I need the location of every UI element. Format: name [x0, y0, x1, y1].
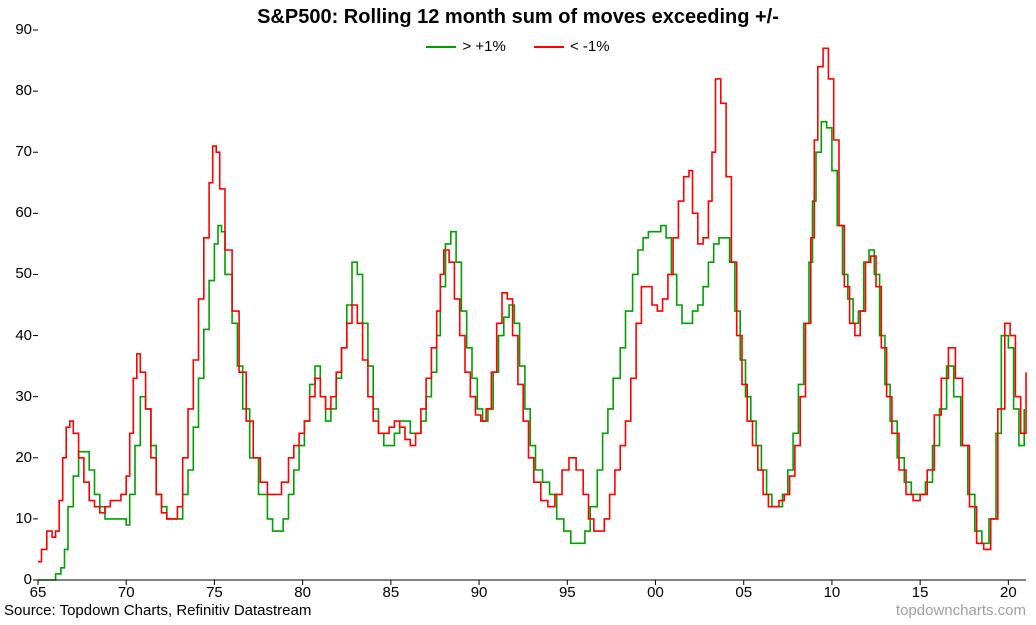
x-tick-label: 70: [106, 584, 146, 601]
y-tick-label: 40: [2, 327, 32, 344]
x-tick-label: 05: [724, 584, 764, 601]
y-tick-label: 30: [2, 388, 32, 405]
chart-container: S&P500: Rolling 12 month sum of moves ex…: [0, 0, 1036, 625]
x-tick-label: 85: [371, 584, 411, 601]
x-tick-label: 20: [988, 584, 1028, 601]
x-tick-label: 00: [636, 584, 676, 601]
x-tick-label: 90: [459, 584, 499, 601]
x-tick-label: 75: [194, 584, 234, 601]
source-text: Source: Topdown Charts, Refinitiv Datast…: [4, 602, 311, 619]
y-tick-label: 90: [2, 21, 32, 38]
y-tick-label: 70: [2, 143, 32, 160]
y-tick-label: 10: [2, 510, 32, 527]
x-tick-label: 65: [18, 584, 58, 601]
chart-title: S&P500: Rolling 12 month sum of moves ex…: [0, 6, 1036, 29]
plot-area: [38, 30, 1026, 580]
watermark-text: topdowncharts.com: [896, 602, 1026, 619]
y-tick-label: 80: [2, 82, 32, 99]
x-tick-label: 10: [812, 584, 852, 601]
x-tick-label: 95: [547, 584, 587, 601]
series-down_moves_lt_neg1pct: [38, 48, 1026, 561]
x-tick-label: 80: [283, 584, 323, 601]
series-up_moves_gt_1pct: [38, 122, 1024, 580]
y-tick-label: 60: [2, 204, 32, 221]
x-tick-label: 15: [900, 584, 940, 601]
y-tick-label: 50: [2, 265, 32, 282]
y-tick-label: 20: [2, 449, 32, 466]
